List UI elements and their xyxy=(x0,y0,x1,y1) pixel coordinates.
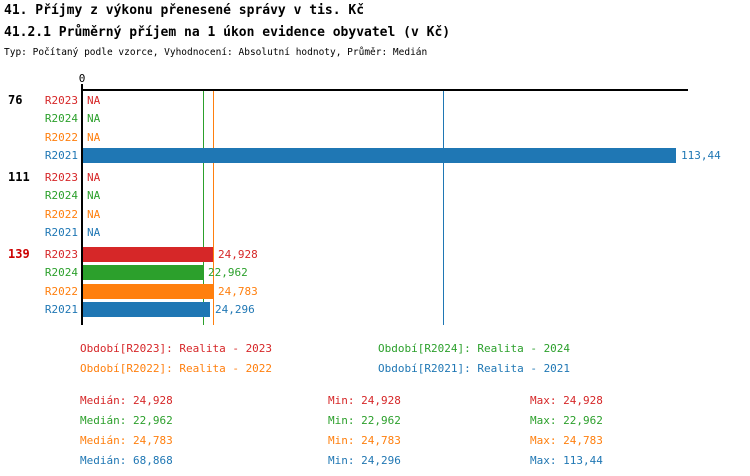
stat-median-r2023: Medián: 24,928 xyxy=(80,395,173,407)
value-label-76-r2024: NA xyxy=(87,112,101,125)
median-line-r2024 xyxy=(203,90,204,325)
y-axis-line xyxy=(81,84,83,325)
value-label-76-r2023: NA xyxy=(87,94,101,107)
legend-item-r2024: Období[R2024]: Realita - 2024 xyxy=(378,342,571,355)
stat-value: 68,868 xyxy=(132,454,173,467)
legend-item-r2023: Období[R2023]: Realita - 2023 xyxy=(80,342,273,355)
series-label-r2024: R2024 xyxy=(44,189,78,202)
report-title: 41. Příjmy z výkonu přenesené správy v t… xyxy=(4,3,365,18)
stat-value: 22,962 xyxy=(563,414,603,427)
stat-value: 24,928 xyxy=(132,394,173,407)
stat-value: 24,783 xyxy=(132,434,173,447)
value-label-76-r2021: 113,44 xyxy=(681,149,721,162)
stat-value: 24,783 xyxy=(563,434,603,447)
series-label-r2022: R2022 xyxy=(44,208,78,221)
stat-value: 24,296 xyxy=(361,454,401,467)
x-axis-line xyxy=(82,89,688,91)
stat-value: 24,928 xyxy=(361,394,401,407)
stat-median-r2022: Medián: 24,783 xyxy=(80,435,173,447)
stat-label: Max: xyxy=(530,414,557,427)
bar-139-r2023 xyxy=(83,247,213,262)
series-label-r2022: R2022 xyxy=(44,285,78,298)
stat-value: 24,928 xyxy=(563,394,603,407)
value-label-111-r2021: NA xyxy=(87,226,101,239)
median-line-r2022 xyxy=(213,90,214,325)
stat-label: Medián: xyxy=(80,454,127,467)
value-label-139-r2023: 24,928 xyxy=(218,248,258,261)
stat-label: Min: xyxy=(328,434,355,447)
series-label-r2023: R2023 xyxy=(44,94,78,107)
stat-value: 113,44 xyxy=(563,454,603,467)
stat-value: 22,962 xyxy=(132,414,173,427)
median-line-r2021 xyxy=(443,90,444,325)
stat-label: Max: xyxy=(530,394,557,407)
series-label-r2023: R2023 xyxy=(44,248,78,261)
stat-value: 24,783 xyxy=(361,434,401,447)
series-label-r2021: R2021 xyxy=(44,303,78,316)
legend-item-r2021: Období[R2021]: Realita - 2021 xyxy=(378,362,571,375)
series-label-r2024: R2024 xyxy=(44,112,78,125)
series-label-r2021: R2021 xyxy=(44,226,78,239)
stat-label: Medián: xyxy=(80,414,127,427)
stat-max-r2024: Max: 22,962 xyxy=(530,415,603,427)
stat-label: Min: xyxy=(328,394,355,407)
stat-median-r2024: Medián: 22,962 xyxy=(80,415,173,427)
series-label-r2023: R2023 xyxy=(44,171,78,184)
bar-chart: 0 76 R2023 NA R2024 NA R2022 NA R2021 113,44 111 R… xyxy=(8,72,721,325)
stat-min-r2024: Min: 22,962 xyxy=(328,415,401,427)
group-label-76: 76 xyxy=(8,93,23,107)
stat-min-r2022: Min: 24,783 xyxy=(328,435,401,447)
series-label-r2024: R2024 xyxy=(44,266,78,279)
stat-max-r2021: Max: 113,44 xyxy=(530,455,603,467)
stat-max-r2023: Max: 24,928 xyxy=(530,395,603,407)
stat-label: Max: xyxy=(530,454,557,467)
value-label-111-r2022: NA xyxy=(87,208,101,221)
stat-label: Max: xyxy=(530,434,557,447)
group-label-111: 111 xyxy=(8,170,30,184)
stat-median-r2021: Medián: 68,868 xyxy=(80,455,173,467)
series-label-r2021: R2021 xyxy=(44,149,78,162)
stat-value: 22,962 xyxy=(361,414,401,427)
stat-label: Medián: xyxy=(80,434,127,447)
series-label-r2022: R2022 xyxy=(44,131,78,144)
value-label-111-r2024: NA xyxy=(87,189,101,202)
group-label-139: 139 xyxy=(8,247,30,261)
value-label-76-r2022: NA xyxy=(87,131,101,144)
value-label-139-r2022: 24,783 xyxy=(218,285,258,298)
stat-label: Min: xyxy=(328,414,355,427)
stat-max-r2022: Max: 24,783 xyxy=(530,435,603,447)
value-label-111-r2023: NA xyxy=(87,171,101,184)
indicator-meta: Typ: Počítaný podle vzorce, Vyhodnocení:… xyxy=(4,47,428,58)
stat-label: Min: xyxy=(328,454,355,467)
bar-139-r2021 xyxy=(83,302,210,317)
stat-min-r2021: Min: 24,296 xyxy=(328,455,401,467)
stat-min-r2023: Min: 24,928 xyxy=(328,395,401,407)
value-label-139-r2024: 22,962 xyxy=(208,266,248,279)
stat-label: Medián: xyxy=(80,394,127,407)
legend-item-r2022: Období[R2022]: Realita - 2022 xyxy=(80,362,273,375)
indicator-title: 41.2.1 Průměrný příjem na 1 úkon evidenc… xyxy=(4,25,451,40)
value-label-139-r2021: 24,296 xyxy=(215,303,255,316)
bar-139-r2022 xyxy=(83,284,213,299)
bar-76-r2021 xyxy=(83,148,676,163)
bar-139-r2024 xyxy=(83,265,203,280)
axis-origin-label: 0 xyxy=(78,72,86,85)
